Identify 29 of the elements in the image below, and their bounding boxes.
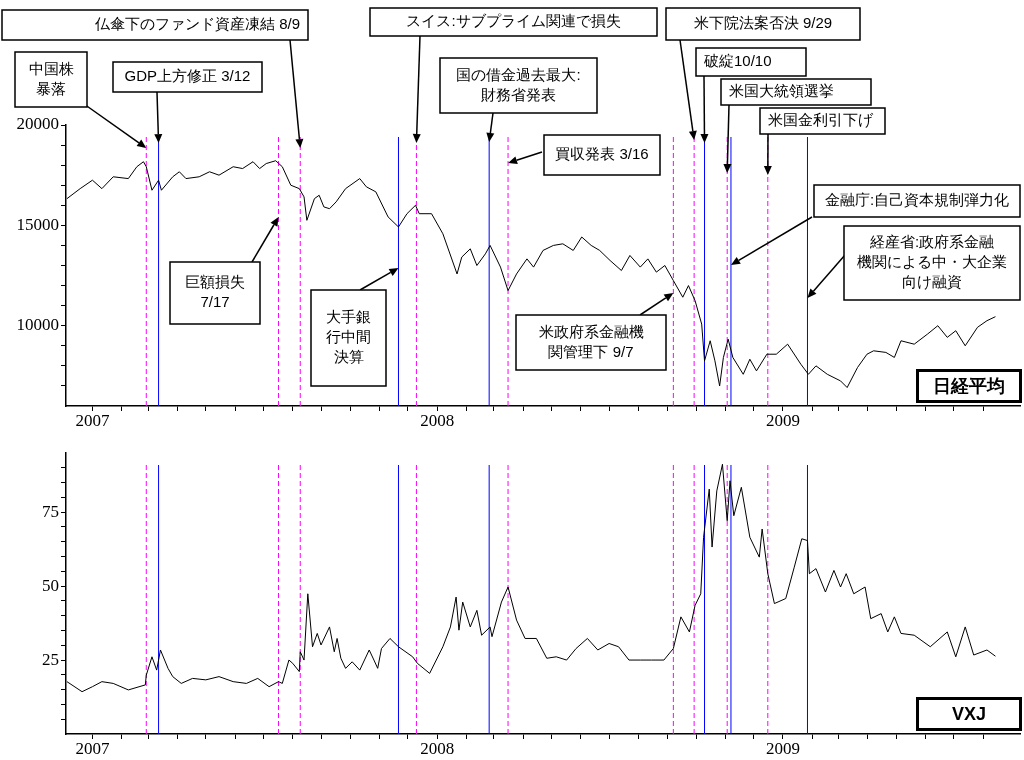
y-tick-label: 75	[42, 501, 59, 521]
y-tick-label: 15000	[16, 214, 59, 234]
ref-line-label: 買収発表 3/16	[555, 145, 649, 163]
x-tick-label: 2008	[420, 738, 455, 758]
x-tick-label: 2007	[75, 738, 110, 758]
ref-line-label: 米国大統領選挙	[729, 82, 834, 100]
y-tick-label: 25	[42, 649, 59, 669]
ref-line-label: 米下院法案否決 9/29	[693, 14, 833, 32]
text: VXJ	[916, 697, 1022, 731]
y-tick-label: 10000	[16, 315, 59, 335]
ref-line-label: 米政府系金融機関管理下 9/7	[538, 322, 644, 360]
y-tick-label: 20000	[16, 114, 59, 134]
x-tick-label: 2008	[420, 410, 455, 430]
ref-line-label: 米国金利引下げ	[768, 111, 874, 129]
ref-line-label: 仏傘下のファンド資産凍結 8/9	[93, 15, 300, 33]
ref-line-label: スイス:サブプライム関連で損失	[406, 12, 621, 30]
y-tick-label: 50	[42, 575, 59, 595]
ref-line-label: 経産省:政府系金融機関による中・大企業向け融資	[857, 233, 1007, 291]
x-tick-label: 2007	[75, 410, 110, 430]
ref-line-label: 国の借金過去最大:財務省発表	[456, 65, 581, 103]
ref-line-label: 大手銀行中間決算	[326, 308, 371, 366]
ref-line-label: GDP上方修正 3/12	[124, 67, 251, 85]
ref-line-label: 金融庁:自己資本規制弾力化	[824, 191, 1010, 209]
ref-line-label: 巨額損失 7/17	[185, 273, 245, 311]
x-tick-label: 2009	[765, 738, 800, 758]
ref-line-label: 中国株暴落	[28, 59, 74, 97]
text: 日経平均	[916, 369, 1022, 403]
ref-line-label: 破綻10/10	[703, 52, 772, 70]
x-tick-label: 2009	[765, 410, 800, 430]
